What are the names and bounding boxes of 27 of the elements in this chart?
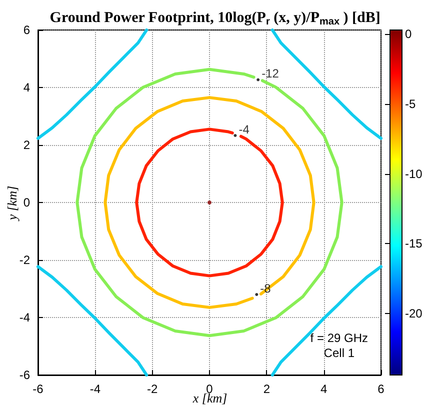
color-bar-label: -10 (405, 166, 423, 181)
y-tick-label: 6 (23, 23, 30, 37)
y-tick-label: -6 (19, 368, 30, 382)
annotation: -4 (238, 122, 250, 137)
x-tick-label: -4 (90, 382, 101, 396)
x-tick-label: 4 (320, 382, 328, 396)
x-tick-label: -2 (146, 382, 158, 396)
x-tick-label: 6 (378, 382, 385, 396)
annotation: f = 29 GHz (310, 331, 368, 345)
color-bar-label: -5 (405, 97, 416, 112)
line-series (270, 265, 382, 376)
y-tick-label: 4 (23, 80, 30, 94)
line-series (36, 265, 148, 376)
color-bar-label: 0 (405, 27, 412, 42)
annotation: -12 (262, 66, 280, 81)
y-axis-title: y [km] (4, 186, 20, 222)
y-tick-label: -4 (19, 310, 30, 324)
line-series (104, 96, 316, 309)
x-tick-label: -6 (32, 382, 44, 396)
y-tick-label: 0 (23, 196, 30, 210)
annotation: Cell 1 (324, 346, 355, 360)
y-tick-label: 2 (23, 138, 30, 152)
x-tick-label: 2 (263, 382, 270, 396)
line-series (36, 28, 148, 140)
color-bar-label: -15 (405, 236, 423, 251)
color-bar-label: -20 (405, 306, 423, 321)
y-tick-label: -2 (19, 253, 30, 267)
